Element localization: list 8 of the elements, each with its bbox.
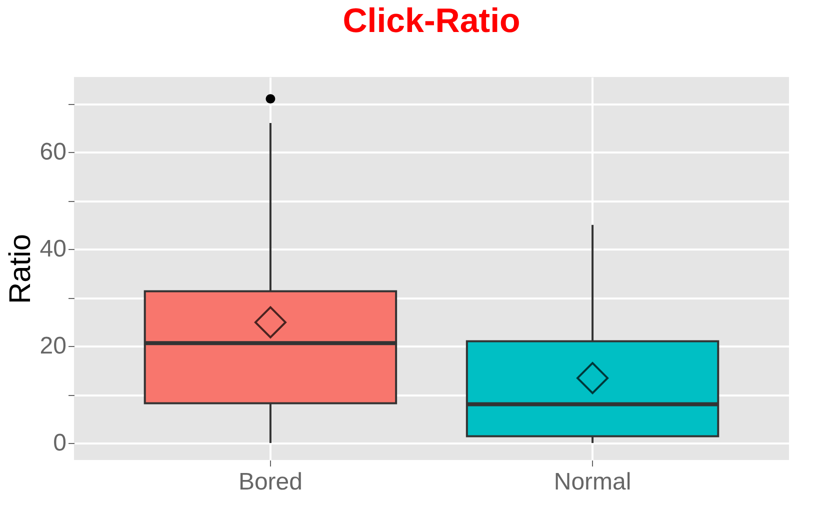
y-tick-label: 20 <box>40 332 66 360</box>
y-tick-label: 40 <box>40 236 66 263</box>
y-axis-title: Ratio <box>4 234 37 304</box>
y-tick-label: 60 <box>40 138 66 166</box>
x-tick-label: Normal <box>554 468 632 496</box>
x-tick-label: Bored <box>238 468 302 496</box>
y-tick-label: 0 <box>53 430 66 457</box>
chart-title: Click-Ratio <box>342 2 520 40</box>
